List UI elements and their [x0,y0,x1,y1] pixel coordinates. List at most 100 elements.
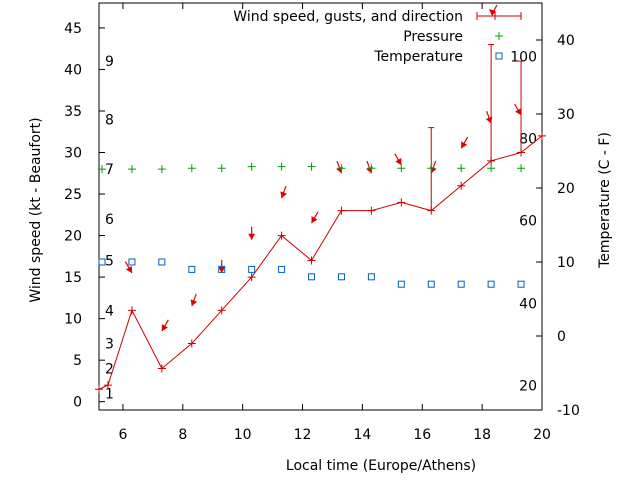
y2-tick-label: 30 [557,107,575,123]
y-axis-label: Wind speed (kt - Beaufort) [28,117,44,302]
y2-tick-label: 10 [557,255,575,271]
fahrenheit-label: 20 [519,379,537,395]
wind-direction-arrow [161,319,169,332]
y-tick-label: 5 [73,353,82,369]
wind-speed-point [103,381,112,390]
wind-arrow-head [161,324,168,332]
y-tick-label: 40 [64,62,82,78]
legend-wind-label: Wind speed, gusts, and direction [233,9,463,25]
fahrenheit-labels: 20 40 60 80 100 [510,49,537,394]
wind-arrow-head [461,141,468,149]
y-tick-label: 0 [73,395,82,411]
wind-direction-arrow [190,293,198,307]
wind-speed-point [157,364,166,373]
x-tick-label: 18 [473,427,491,443]
temperature-point [367,273,375,281]
beaufort-label: 2 [105,361,114,377]
wind-arrow-head [515,108,522,116]
wind-arrow-head [125,266,132,273]
pressure-point [127,165,136,174]
wind-speed-point [397,198,406,207]
fahrenheit-label: 60 [519,214,537,230]
pressure-point [457,164,466,173]
wind-direction-arrow [514,103,522,116]
pressure-point [397,164,406,173]
beaufort-label: 5 [105,253,114,269]
wind-arrow-head [280,191,287,199]
y-axis-ticks: 0 5 10 15 20 25 30 35 40 45 [64,21,105,411]
wind-direction-arrow [124,261,133,274]
x-axis-label: Local time (Europe/Athens) [286,458,476,474]
temperature-point [517,280,525,288]
beaufort-label: 7 [105,162,114,178]
wind-direction-arrow [311,211,319,224]
wind-arrow-head [248,233,256,240]
temperature-point [248,265,256,273]
temperature-point [158,258,166,266]
x-tick-label: 20 [533,427,551,443]
pressure-point [217,164,226,173]
pressure-point [367,164,376,173]
wind-arrow-head [311,216,318,224]
wind-direction-arrow [248,226,256,240]
plot-area [98,2,543,411]
x-tick-label: 12 [294,427,312,443]
fahrenheit-label: 40 [519,296,537,312]
beaufort-label: 9 [105,54,114,70]
pressure-point [337,164,346,173]
fahrenheit-label: 80 [519,131,537,147]
legend: Wind speed, gusts, and direction Pressur… [233,4,522,65]
wind-speed-point [95,385,103,394]
pressure-point [277,162,286,171]
wind-arrow-head [190,299,198,307]
y-tick-label: 30 [64,146,82,162]
y2-axis-ticks: -10 0 10 20 30 40 [536,33,580,419]
plot-frame [98,2,543,411]
wind-speed-point [247,273,256,282]
wind-direction-arrow [460,136,469,149]
y2-tick-label: 40 [557,33,575,49]
wind-speed-point [127,306,136,315]
legend-pressure-label: Pressure [403,29,463,45]
pressure-point [187,164,196,173]
temperature-series [98,258,525,288]
y-tick-label: 25 [64,187,82,203]
pressure-point [307,162,316,171]
x-tick-label: 14 [353,427,371,443]
x-tick-label: 16 [413,427,431,443]
wind-speed-point [187,339,196,348]
wind-speed-point [277,231,286,240]
temperature-point [337,273,345,281]
temperature-point [427,280,435,288]
y2-tick-label: -10 [557,403,580,419]
legend-temperature-sample [495,52,503,60]
y-tick-label: 45 [64,21,82,37]
y-tick-label: 20 [64,229,82,245]
y-tick-label: 35 [64,104,82,120]
legend-pressure-sample [495,32,503,40]
wind-direction-arrow [485,111,493,124]
wind-speed-point [538,131,546,140]
wind-speed-point [337,206,346,215]
wind-arrow-head [218,266,226,273]
wind-series [95,44,546,394]
pressure-point [427,164,436,173]
beaufort-label: 1 [105,386,114,402]
temperature-point [397,280,405,288]
y2-tick-label: 0 [557,329,566,345]
y2-axis-label: Temperature (C - F) [597,132,613,269]
y-tick-label: 15 [64,270,82,286]
temperature-point [98,258,106,266]
temperature-point [188,265,196,273]
x-axis-ticks: 6 8 10 12 14 16 18 20 [118,3,551,443]
wind-speed-point [307,256,316,265]
pressure-point [517,164,526,173]
beaufort-labels: 1 2 3 4 5 6 7 8 9 [105,54,114,402]
pressure-point [247,162,256,171]
temperature-point [487,280,495,288]
wind-arrow-head [395,158,402,165]
wind-direction-arrow [394,153,402,166]
x-tick-label: 6 [118,427,127,443]
wind-arrow-head [485,116,493,124]
